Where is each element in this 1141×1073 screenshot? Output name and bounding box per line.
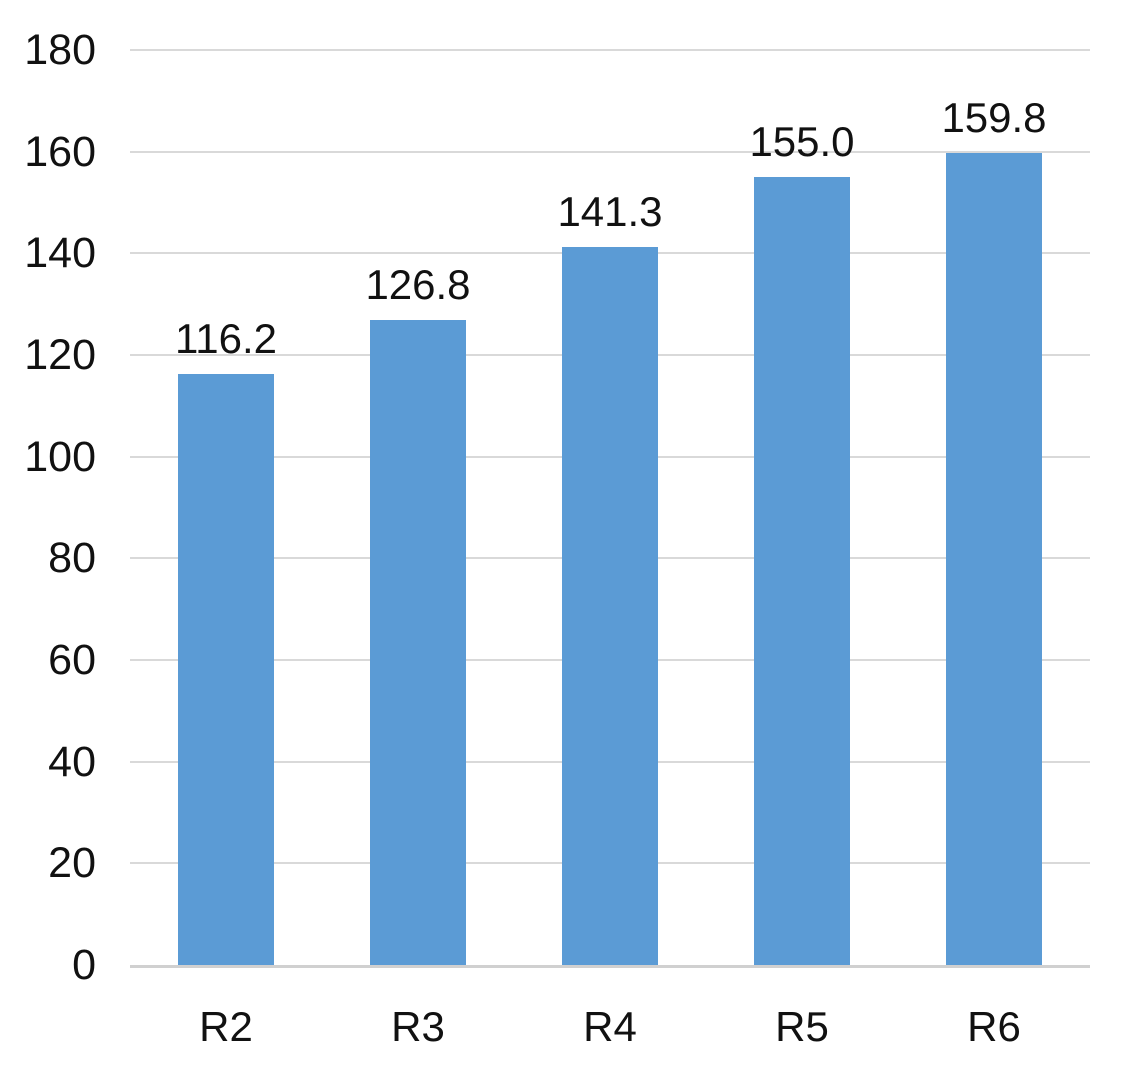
y-tick-label-0: 0 — [72, 941, 96, 989]
bar-R5 — [754, 177, 850, 965]
x-category-label-R6: R6 — [967, 1003, 1021, 1050]
bar-R4 — [562, 247, 658, 965]
y-tick-label-120: 120 — [24, 331, 96, 379]
bar-value-label-R6: 159.8 — [941, 94, 1047, 141]
y-tick-label-140: 140 — [24, 229, 96, 277]
y-tick-label-40: 40 — [48, 738, 96, 786]
y-tick-label-160: 160 — [24, 128, 96, 176]
x-axis-labels: R2 R3 R4 R5 R6 — [130, 1002, 1090, 1052]
y-tick-label-60: 60 — [48, 636, 96, 684]
bar-slot-R5: 155.0 — [706, 50, 898, 965]
gridline-160 — [130, 151, 1090, 153]
y-tick-label-20: 20 — [48, 839, 96, 887]
y-tick-label-80: 80 — [48, 534, 96, 582]
x-category-label-R2: R2 — [199, 1003, 253, 1050]
x-category-label-R4: R4 — [583, 1003, 637, 1050]
y-tick-label-100: 100 — [24, 433, 96, 481]
bar-value-label-R4: 141.3 — [557, 188, 663, 235]
bar-R6 — [946, 153, 1042, 965]
bar-slot-R4: 141.3 — [514, 50, 706, 965]
gridline-180 — [130, 49, 1090, 51]
y-axis-labels: 0 20 40 60 80 100 120 140 160 180 — [0, 26, 96, 989]
bar-value-label-R5: 155.0 — [749, 118, 855, 165]
x-axis-line — [130, 965, 1090, 968]
bar-slot-R3: 126.8 — [322, 50, 514, 965]
y-tick-label-180: 180 — [24, 26, 96, 74]
x-category-label-R3: R3 — [391, 1003, 445, 1050]
bar-value-label-R2: 116.2 — [175, 315, 277, 362]
bar-slot-R2: 116.2 — [130, 50, 322, 965]
bar-value-label-R3: 126.8 — [365, 261, 471, 308]
x-category-label-R5: R5 — [775, 1003, 829, 1050]
bar-slot-R6: 159.8 — [898, 50, 1090, 965]
bar-R3 — [370, 320, 466, 965]
bar-R2 — [178, 374, 274, 965]
plot-area: 116.2 126.8 141.3 155.0 159.8 — [130, 49, 1090, 968]
